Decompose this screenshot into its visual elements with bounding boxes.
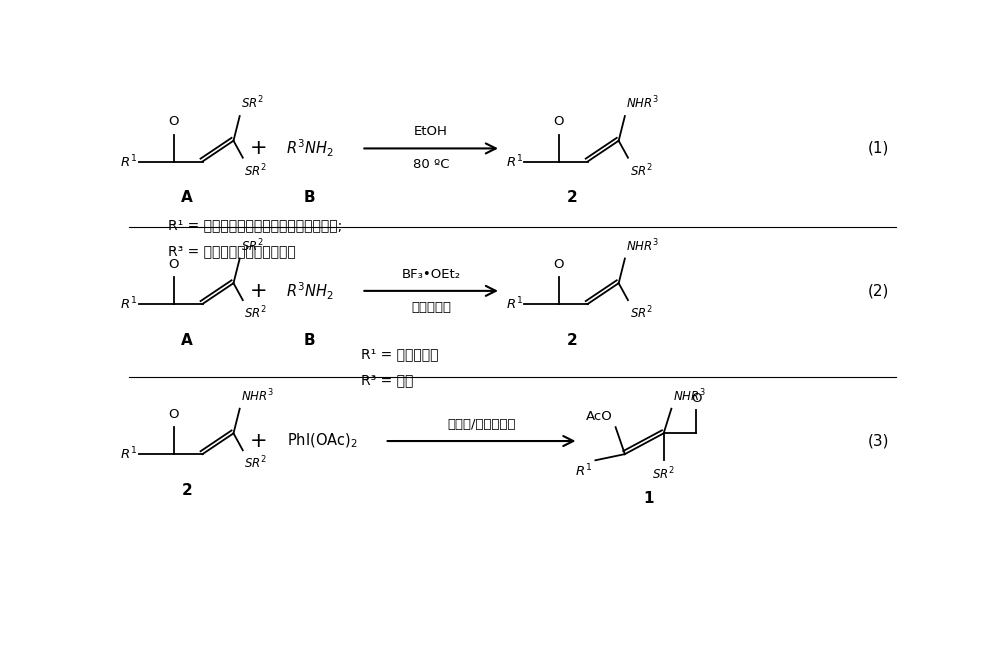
Text: EtOH: EtOH: [414, 125, 448, 138]
Text: O: O: [169, 116, 179, 129]
Text: (1): (1): [868, 141, 889, 156]
Text: $SR^2$: $SR^2$: [241, 237, 264, 254]
Text: 2: 2: [567, 332, 578, 347]
Text: $SR^2$: $SR^2$: [244, 305, 267, 321]
Text: $R^1$: $R^1$: [120, 446, 137, 462]
Text: $R^1$: $R^1$: [506, 296, 523, 312]
Text: BF₃•OEt₂: BF₃•OEt₂: [402, 268, 461, 281]
Text: R¹ = 芳杂环烯基: R¹ = 芳杂环烯基: [361, 347, 439, 361]
Text: (2): (2): [868, 283, 889, 298]
Text: $SR^2$: $SR^2$: [244, 455, 267, 471]
Text: A: A: [181, 332, 193, 347]
Text: $SR^2$: $SR^2$: [241, 95, 264, 112]
Text: B: B: [304, 190, 315, 205]
Text: $R^3NH_2$: $R^3NH_2$: [286, 280, 333, 302]
Text: R³ = 烷基，芳基、芳杂环烷基: R³ = 烷基，芳基、芳杂环烷基: [168, 245, 295, 259]
Text: +: +: [249, 138, 267, 159]
Text: +: +: [249, 431, 267, 451]
Text: (3): (3): [868, 434, 889, 449]
Text: AcO: AcO: [586, 409, 612, 422]
Text: O: O: [554, 258, 564, 271]
Text: $SR^2$: $SR^2$: [652, 466, 675, 483]
Text: O: O: [554, 116, 564, 129]
Text: O: O: [169, 258, 179, 271]
Text: $NHR^3$: $NHR^3$: [626, 237, 660, 254]
Text: O: O: [691, 392, 701, 405]
Text: 溶剂中/无溶剂砖磨: 溶剂中/无溶剂砖磨: [447, 418, 516, 431]
Text: R¹ = 甲基、芳基、萊环、吗唔环、噌吱环;: R¹ = 甲基、芳基、萊环、吗唔环、噌吱环;: [168, 219, 342, 232]
Text: 2: 2: [182, 483, 192, 498]
Text: $NHR^3$: $NHR^3$: [626, 95, 660, 112]
Text: +: +: [249, 281, 267, 301]
Text: $SR^2$: $SR^2$: [630, 163, 652, 179]
Text: $R^1$: $R^1$: [120, 296, 137, 312]
Text: $R^3NH_2$: $R^3NH_2$: [286, 138, 333, 159]
Text: $NHR^3$: $NHR^3$: [673, 387, 706, 404]
Text: 1: 1: [643, 490, 653, 505]
Text: $SR^2$: $SR^2$: [244, 163, 267, 179]
Text: A: A: [181, 190, 193, 205]
Text: O: O: [169, 408, 179, 421]
Text: PhI(OAc)$_2$: PhI(OAc)$_2$: [287, 432, 358, 450]
Text: $R^1$: $R^1$: [506, 153, 523, 170]
Text: 80 ºC: 80 ºC: [413, 159, 449, 172]
Text: $NHR^3$: $NHR^3$: [241, 387, 274, 404]
Text: $R^1$: $R^1$: [120, 153, 137, 170]
Text: $R^1$: $R^1$: [575, 462, 592, 479]
Text: R³ = 芳环: R³ = 芳环: [361, 374, 414, 387]
Text: 2: 2: [567, 190, 578, 205]
Text: 甲苯，回流: 甲苯，回流: [411, 301, 451, 314]
Text: B: B: [304, 332, 315, 347]
Text: $SR^2$: $SR^2$: [630, 305, 652, 321]
